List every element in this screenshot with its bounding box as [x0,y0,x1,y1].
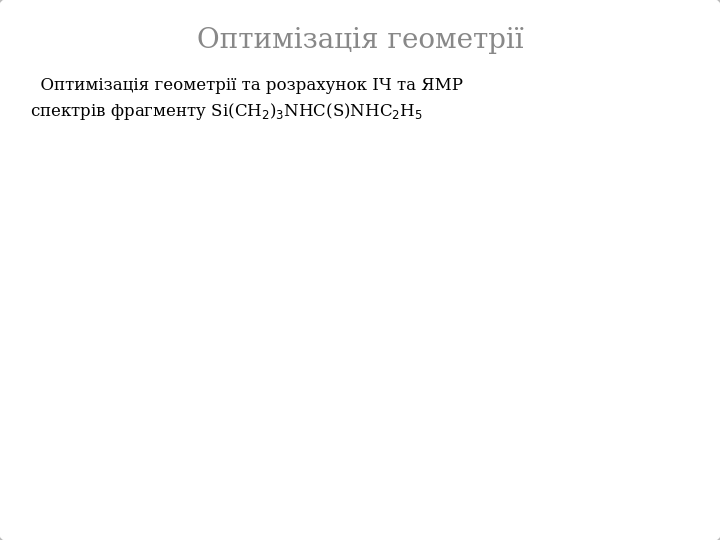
Text: S: S [188,237,198,251]
Circle shape [299,213,320,233]
Text: H: H [513,134,519,143]
Text: H: H [588,212,594,220]
Text: H: H [299,198,305,206]
Circle shape [351,202,372,222]
Text: C: C [305,218,313,228]
Text: Оптимізація геометрії та розрахунок ІЧ та ЯМР: Оптимізація геометрії та розрахунок ІЧ т… [30,77,463,93]
Text: 1.850: 1.850 [273,248,293,254]
Circle shape [585,210,598,222]
Text: Експериментальний: Експериментальний [374,509,494,519]
Circle shape [580,236,594,248]
Circle shape [585,146,598,159]
Text: 1.349: 1.349 [179,265,199,272]
Text: $a$: $a$ [141,508,150,521]
Text: H: H [562,138,568,147]
Text: S: S [526,188,536,201]
Text: H: H [565,243,572,252]
Y-axis label: Інтенсивність: Інтенсивність [127,373,137,434]
Circle shape [177,230,209,259]
Text: Оптимізація геометрії: Оптимізація геометрії [197,26,523,53]
Circle shape [246,224,267,244]
Text: H: H [584,238,590,247]
Text: C: C [253,228,261,239]
X-axis label: Частота: Частота [339,525,377,534]
Circle shape [439,183,472,214]
Circle shape [239,206,253,219]
Text: 1.094: 1.094 [487,118,508,124]
Circle shape [509,132,523,145]
Circle shape [558,136,572,149]
Circle shape [363,226,377,238]
Text: H: H [558,163,564,171]
Text: 110.73: 110.73 [508,216,532,222]
Circle shape [618,462,692,526]
Text: H: H [565,194,572,203]
Text: 96.90: 96.90 [371,172,391,178]
Circle shape [554,160,568,173]
Circle shape [518,183,544,207]
Circle shape [472,129,485,141]
Circle shape [486,226,501,240]
Text: H: H [163,219,170,227]
Text: H: H [258,248,264,258]
Circle shape [487,143,508,163]
Text: 1.653: 1.653 [455,160,475,166]
Text: 16: 16 [642,484,668,504]
Circle shape [295,195,309,208]
Text: спектрів фрагменту Si(CH$_2$)$_3$NHC(S)NHC$_2$H$_5$: спектрів фрагменту Si(CH$_2$)$_3$NHC(S)N… [30,102,423,123]
Text: Розрахований: Розрахований [197,509,279,519]
Text: H: H [156,254,163,262]
Circle shape [474,181,490,195]
Text: C: C [568,221,576,232]
Circle shape [160,217,174,230]
Text: 1.662: 1.662 [472,218,492,224]
Circle shape [562,192,575,205]
Circle shape [562,241,575,254]
Circle shape [254,247,267,259]
Text: H: H [243,208,249,217]
Circle shape [348,185,361,198]
Circle shape [153,252,166,265]
Text: H: H [475,131,482,140]
Text: H: H [366,227,373,237]
Text: H: H [314,238,320,247]
Text: C: C [493,148,501,158]
Text: C: C [358,207,366,218]
Text: 108.62: 108.62 [590,130,615,136]
Text: H: H [351,187,358,196]
Text: Si: Si [449,192,462,205]
Text: H: H [588,148,594,157]
Circle shape [558,153,579,173]
Circle shape [310,236,324,248]
Text: C: C [564,158,572,168]
Circle shape [562,217,582,237]
